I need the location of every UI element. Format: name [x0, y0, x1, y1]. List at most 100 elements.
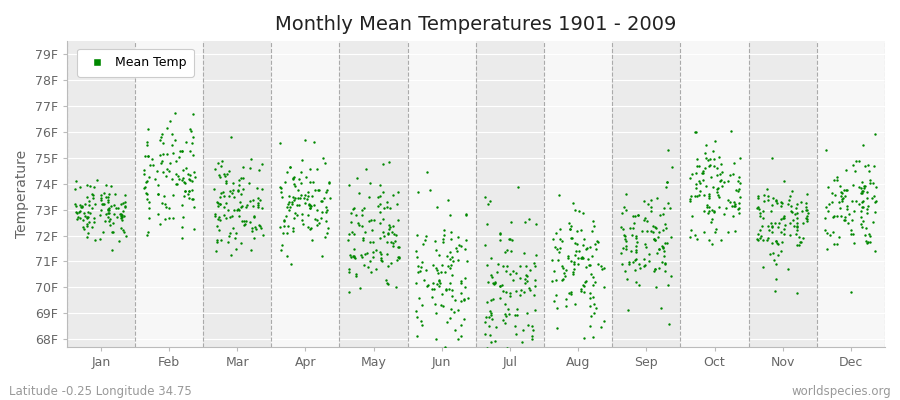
- Point: [298, 200, 312, 207]
- Point: [381, 230, 395, 237]
- Point: [652, 229, 667, 235]
- Point: [94, 212, 108, 218]
- Point: [639, 244, 653, 250]
- Point: [793, 238, 807, 245]
- Point: [562, 225, 577, 232]
- Point: [109, 205, 123, 211]
- Bar: [271, 41, 339, 347]
- Point: [428, 352, 443, 359]
- Point: [81, 219, 95, 225]
- Point: [290, 202, 304, 208]
- Point: [303, 225, 318, 231]
- Point: [77, 212, 92, 219]
- Point: [217, 193, 231, 199]
- Point: [498, 310, 512, 317]
- Point: [376, 216, 391, 223]
- Point: [429, 204, 444, 210]
- Point: [702, 192, 716, 199]
- Point: [733, 210, 747, 216]
- Point: [561, 253, 575, 260]
- Point: [237, 222, 251, 229]
- Point: [106, 211, 121, 218]
- Point: [298, 192, 312, 198]
- Point: [140, 153, 155, 160]
- Point: [391, 243, 405, 250]
- Point: [577, 335, 591, 342]
- Point: [703, 161, 717, 168]
- Point: [590, 238, 605, 244]
- Point: [358, 251, 373, 258]
- Point: [445, 287, 459, 293]
- Point: [446, 292, 460, 299]
- Point: [80, 194, 94, 200]
- Point: [432, 283, 446, 289]
- Point: [379, 277, 393, 284]
- Point: [460, 257, 474, 264]
- Point: [279, 169, 293, 175]
- Point: [553, 226, 567, 232]
- Point: [440, 253, 454, 259]
- Point: [141, 199, 156, 205]
- Point: [567, 266, 581, 272]
- Point: [526, 327, 540, 334]
- Point: [688, 129, 703, 136]
- Point: [235, 218, 249, 224]
- Point: [664, 234, 679, 240]
- Point: [752, 226, 767, 233]
- Point: [214, 158, 229, 164]
- Point: [688, 185, 703, 192]
- Point: [457, 284, 472, 290]
- Point: [830, 213, 844, 220]
- Point: [818, 227, 832, 233]
- Point: [727, 160, 742, 166]
- Point: [835, 190, 850, 196]
- Point: [637, 215, 652, 221]
- Point: [771, 241, 786, 248]
- Point: [153, 221, 167, 227]
- Point: [482, 198, 497, 205]
- Point: [528, 252, 543, 258]
- Point: [783, 203, 797, 209]
- Point: [480, 262, 494, 268]
- Point: [500, 289, 514, 296]
- Point: [316, 155, 330, 161]
- Point: [519, 273, 534, 280]
- Point: [230, 207, 245, 213]
- Point: [697, 177, 711, 183]
- Point: [522, 267, 536, 274]
- Point: [825, 229, 840, 235]
- Point: [96, 201, 111, 207]
- Point: [213, 190, 228, 196]
- Point: [665, 164, 680, 170]
- Point: [515, 339, 529, 346]
- Point: [443, 280, 457, 286]
- Point: [705, 206, 719, 213]
- Point: [116, 227, 130, 234]
- Point: [140, 139, 155, 146]
- Point: [702, 195, 716, 202]
- Point: [528, 221, 543, 227]
- Point: [765, 229, 779, 235]
- Point: [868, 183, 883, 190]
- Point: [282, 199, 296, 205]
- Point: [715, 169, 729, 175]
- Point: [102, 205, 116, 211]
- Point: [221, 232, 236, 239]
- Point: [244, 247, 258, 253]
- Point: [629, 256, 643, 262]
- Point: [854, 208, 868, 214]
- Point: [434, 269, 448, 276]
- Point: [799, 204, 814, 210]
- Point: [446, 258, 460, 264]
- Point: [373, 200, 387, 207]
- Point: [559, 302, 573, 309]
- Point: [213, 236, 228, 243]
- Point: [346, 253, 361, 259]
- Point: [114, 215, 129, 221]
- Point: [145, 156, 159, 162]
- Point: [182, 176, 196, 182]
- Point: [303, 205, 318, 211]
- Point: [231, 182, 246, 188]
- Point: [562, 220, 576, 226]
- Point: [844, 217, 859, 223]
